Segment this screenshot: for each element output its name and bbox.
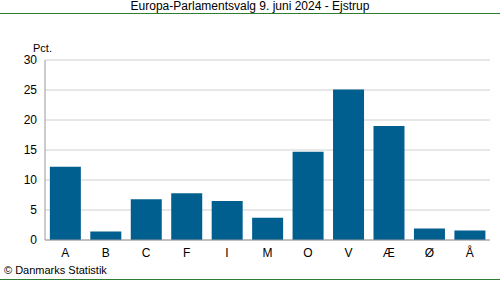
svg-text:M: M bbox=[263, 246, 273, 260]
svg-text:30: 30 bbox=[24, 53, 38, 67]
svg-text:B: B bbox=[102, 246, 110, 260]
svg-text:20: 20 bbox=[24, 113, 38, 127]
svg-text:10: 10 bbox=[24, 173, 38, 187]
svg-text:Æ: Æ bbox=[383, 246, 395, 260]
svg-text:Ø: Ø bbox=[425, 246, 434, 260]
svg-text:I: I bbox=[225, 246, 228, 260]
svg-text:Å: Å bbox=[466, 245, 474, 260]
html-text:© Danmarks Statistik: © Danmarks Statistik bbox=[4, 264, 107, 276]
html-text:Europa-Parlamentsvalg 9. juni: Europa-Parlamentsvalg 9. juni 2024 - Ejs… bbox=[130, 0, 370, 13]
html-text:Pct.: Pct. bbox=[33, 42, 52, 54]
svg-text:F: F bbox=[183, 246, 190, 260]
svg-text:5: 5 bbox=[30, 203, 37, 217]
svg-text:V: V bbox=[344, 246, 352, 260]
svg-text:O: O bbox=[303, 246, 312, 260]
svg-text:15: 15 bbox=[24, 143, 38, 157]
svg-text:C: C bbox=[142, 246, 151, 260]
svg-text:A: A bbox=[61, 246, 69, 260]
svg-text:25: 25 bbox=[24, 83, 38, 97]
svg-text:0: 0 bbox=[30, 233, 37, 247]
